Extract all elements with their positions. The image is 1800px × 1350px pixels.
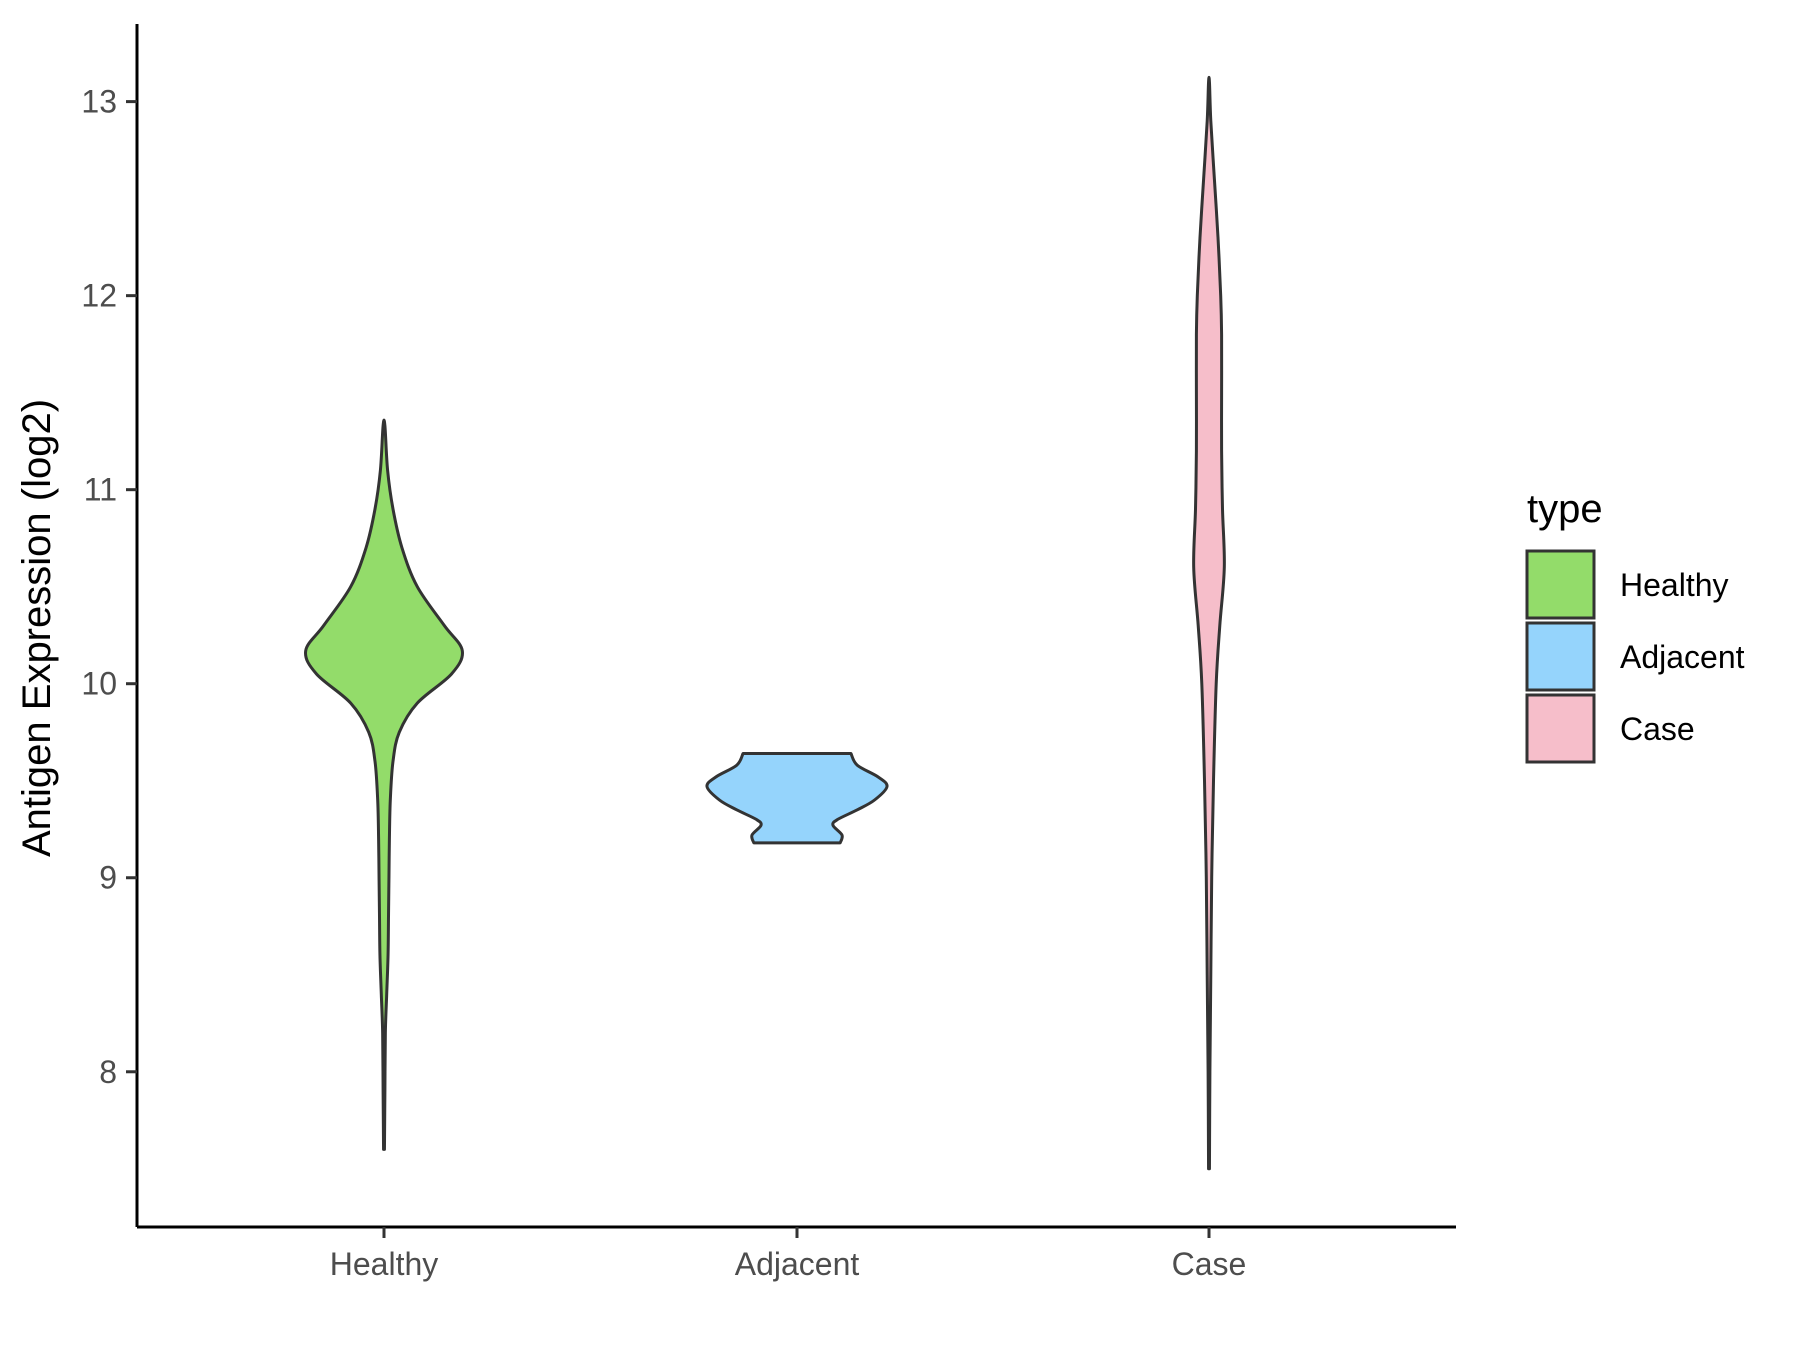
y-tick-label: 10 [81,666,117,702]
violin-adjacent [705,752,889,845]
violin-healthy [304,418,464,1151]
legend-key-adjacent [1525,621,1596,692]
x-tick-label: Case [1172,1246,1247,1282]
legend-label-case: Case [1620,711,1695,747]
y-tick-label: 13 [81,84,117,120]
legend-label-healthy: Healthy [1620,567,1729,603]
x-ticks: Healthy Adjacent Case [330,1227,1247,1282]
y-ticks: 8 9 10 11 12 13 [81,84,137,1090]
legend-key-case [1525,693,1596,764]
y-axis-title: Antigen Expression (log2) [15,399,59,857]
y-tick-label: 12 [81,278,117,314]
y-tick-label: 9 [99,860,117,896]
x-tick-label: Adjacent [735,1246,860,1282]
legend: type Healthy Adjacent Case [1525,487,1745,764]
y-tick-label: 8 [99,1054,117,1090]
legend-label-adjacent: Adjacent [1620,639,1745,675]
violins-layer [304,75,1226,1171]
x-tick-label: Healthy [330,1246,439,1282]
violin-case [1192,75,1226,1171]
y-tick-label: 11 [84,472,117,508]
legend-key-healthy [1525,549,1596,620]
legend-title: type [1527,487,1603,531]
axes-layer: 8 9 10 11 12 13 Healthy Adjacent Case Antigen E… [15,24,1456,1282]
legend-items: Healthy Adjacent Case [1525,549,1745,764]
